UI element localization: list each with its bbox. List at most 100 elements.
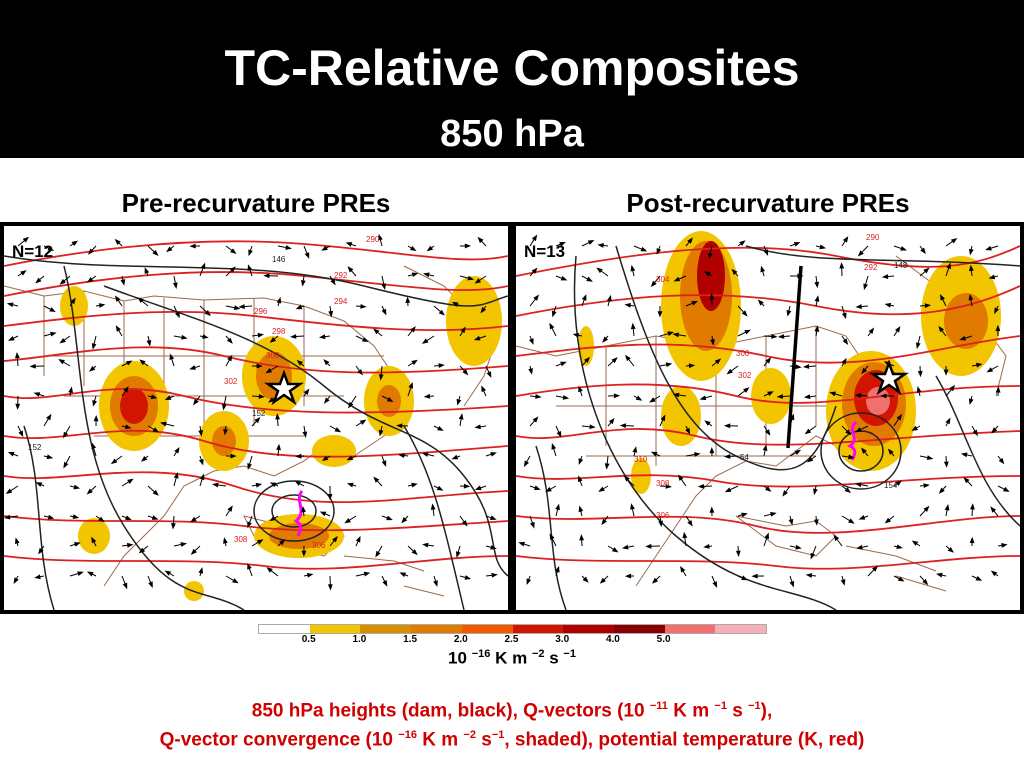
q-vector-arrowhead [247,562,252,570]
q-vector-arrowhead [93,414,99,422]
q-vector-arrowhead [361,337,369,342]
q-vector-arrowhead [699,395,707,401]
q-vector-arrowhead [114,238,121,245]
q-vector-arrowhead [788,518,794,526]
q-vector-arrowhead [490,452,497,457]
q-vector-arrowhead [148,581,153,589]
q-vector-arrowhead [140,455,148,462]
q-vector-arrowhead [8,335,15,341]
q-vector-arrowhead [776,394,784,399]
q-vector-arrowhead [461,520,468,527]
q-vector-arrowhead [990,570,998,577]
q-vector-arrowhead [938,325,945,333]
q-vector-arrowhead [672,332,680,338]
q-vector-arrowhead [665,362,673,368]
q-vector-arrowhead [13,577,19,584]
q-vector-arrowhead [363,571,371,577]
q-vector-arrowhead [411,359,418,366]
q-vector-arrowhead [623,475,630,482]
theta-label: 302 [224,377,238,386]
q-vector-arrowhead [330,278,336,286]
q-vector-arrowhead [940,294,945,301]
theta-label: 310 [634,455,648,464]
q-vector-arrowhead [764,532,769,540]
q-vector-arrowhead [86,488,93,495]
q-vector-arrowhead [463,483,471,489]
q-vector-arrowhead [556,430,562,438]
q-vector-arrowhead [632,446,638,453]
post-recurvature-map-graphic: 290 292 148 300 302 304 306 308 310 54 1… [516,231,1020,610]
q-vector-arrowhead [321,455,329,461]
q-vector-arrowhead [613,393,621,399]
q-vector-arrowhead [169,353,175,361]
q-vector-arrowhead [396,423,403,429]
q-vector-arrowhead [398,453,405,458]
colorbar-swatch [461,625,513,633]
q-vector-arrowhead [578,385,583,393]
q-vector-arrowhead [5,488,13,494]
q-vector-arrowhead [665,483,672,489]
q-vector-arrowhead [949,384,956,392]
q-vector-arrowhead [551,310,557,318]
q-vector-arrowhead [248,249,253,257]
q-vector-arrowhead [238,304,245,310]
q-vector-arrowhead [334,427,342,433]
slide-subtitle: 850 hPa [440,113,584,155]
q-vector-arrowhead [328,310,334,318]
q-vector-arrowhead [920,247,926,255]
q-vector-arrowhead [688,363,696,369]
q-vector-arrowhead [848,454,855,460]
q-vector-arrowhead [164,570,172,576]
q-vector-arrowhead [490,515,497,520]
q-vector-arrowhead [160,421,167,427]
q-vector-arrowhead [770,512,777,517]
q-vector-arrowhead [922,578,929,586]
q-vector-arrowhead [181,334,188,340]
pre-recurvature-map: 290 292 294 296 298 300 302 146 152 152 … [0,222,512,614]
q-vector-arrowhead [601,518,607,526]
q-vector-arrowhead [545,486,552,493]
q-vector-arrowhead [378,374,384,381]
q-vector-arrowhead [841,312,847,320]
q-vector-arrowhead [426,245,434,252]
q-vector-arrowhead [712,581,718,588]
q-vector-arrowhead [805,573,813,578]
q-vector-arrowhead [943,369,949,376]
q-vector-arrowhead [673,276,681,282]
q-vector-arrowhead [230,248,237,255]
q-vector-arrowhead [254,417,261,424]
colorbar-swatch [664,625,716,633]
q-vector-arrowhead [256,539,264,545]
q-vector-arrowhead [598,486,605,492]
q-vector-arrowhead [300,280,306,287]
colorbar-swatch [512,625,564,633]
q-vector-arrowhead [98,516,105,523]
q-vector-arrowhead [551,443,557,450]
q-vector-arrowhead [741,512,748,518]
q-vector-arrowhead [657,311,663,318]
q-vector-arrowhead [386,396,394,403]
q-vector-arrowhead [1003,486,1010,492]
q-vector-arrowhead [166,246,173,253]
q-vector-arrowhead [230,453,237,459]
q-vector-arrowhead [894,326,901,333]
theta-label: 296 [254,307,268,316]
q-vector-arrowhead [127,478,134,485]
q-vector-arrowhead [327,494,333,501]
q-vector-arrowhead [295,453,302,459]
q-vector-arrowhead [896,413,903,421]
q-vector-arrowhead [346,455,354,461]
q-vector-arrowhead [972,429,978,437]
q-vector-arrowhead [924,303,932,309]
tc-track [293,490,304,537]
q-vector-arrowhead [227,354,233,362]
height-label: 154 [884,481,898,490]
q-vector-arrowhead [578,505,584,513]
q-vector-arrowhead [943,461,949,468]
q-vector-arrowhead [456,398,462,406]
q-vector-arrowhead [751,573,758,579]
q-vector-arrowhead [319,511,327,517]
q-vector-convergence-shading [60,276,502,601]
q-vector-arrowhead [1001,543,1008,548]
q-vector-arrowhead [294,480,302,486]
